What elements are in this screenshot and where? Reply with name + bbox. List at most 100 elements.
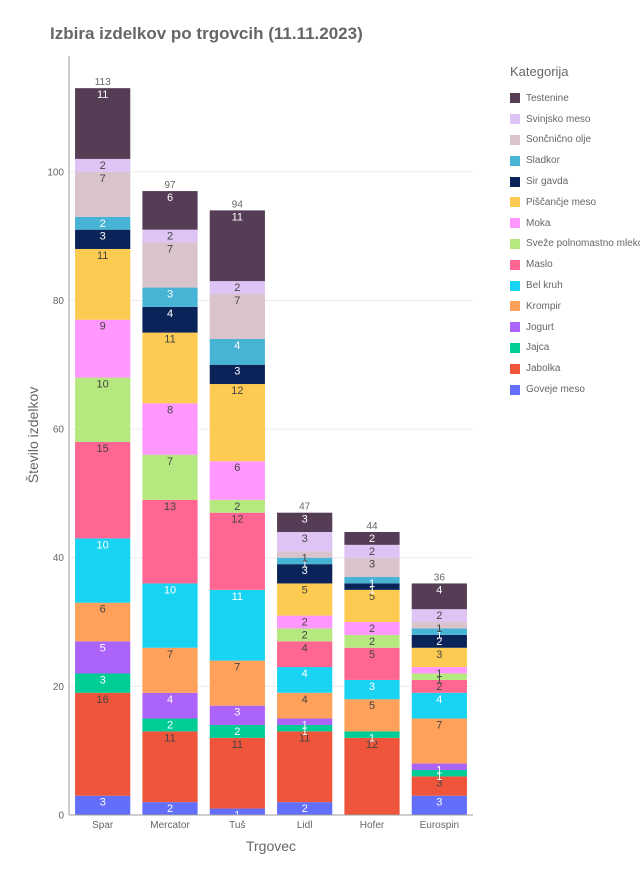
legend-item[interactable]: Moka xyxy=(510,213,640,234)
bar-value-label: 3 xyxy=(436,797,442,809)
legend-item[interactable]: Sončnično olje xyxy=(510,130,640,151)
bar-total-label: 47 xyxy=(299,502,311,513)
segment-labels: 3163561015109113272111132112471013781143… xyxy=(95,77,446,821)
bar-segment xyxy=(344,622,400,635)
legend-swatch xyxy=(510,155,520,166)
legend-item[interactable]: Testenine xyxy=(510,88,640,109)
legend-item[interactable]: Bel kruh xyxy=(510,275,640,296)
gridlines xyxy=(69,171,473,687)
bar-segment xyxy=(209,364,265,385)
legend-item[interactable]: Sveže polnomastno mleko xyxy=(510,234,640,255)
bar-value-label: 11 xyxy=(232,211,243,223)
legend-label: Moka xyxy=(526,217,551,229)
bar-segment xyxy=(277,512,333,532)
bar-value-label: 2 xyxy=(369,623,375,635)
bar-value-label: 1 xyxy=(302,726,308,738)
legend-item[interactable]: Goveje meso xyxy=(510,379,640,400)
bar-value-label: 1 xyxy=(436,668,442,680)
bar-segment xyxy=(142,731,198,803)
bar-value-label: 4 xyxy=(234,340,240,352)
bar-value-label: 3 xyxy=(302,533,308,545)
bar-value-label: 10 xyxy=(97,539,109,551)
legend: Kategorija Testenine Svinjsko meso Sončnič… xyxy=(510,64,640,400)
legend-label: Bel kruh xyxy=(526,280,563,292)
bar-segment xyxy=(142,499,198,584)
bar-value-label: 2 xyxy=(100,218,106,230)
y-tick-label: 20 xyxy=(53,682,65,693)
bar-value-label: 4 xyxy=(167,694,173,706)
legend-swatch xyxy=(510,322,520,333)
legend-item[interactable]: Jogurt xyxy=(510,317,640,338)
y-tick-label: 100 xyxy=(47,167,64,178)
bar-segment xyxy=(277,718,333,725)
bar-segment xyxy=(411,634,467,648)
legend-item[interactable]: Sir gavda xyxy=(510,171,640,192)
legend-label: Maslo xyxy=(526,259,553,271)
bar-segment xyxy=(75,538,131,603)
x-tick-label: Spar xyxy=(92,820,114,831)
bar-value-label: 7 xyxy=(234,295,240,307)
bar-value-label: 7 xyxy=(167,649,173,661)
bar-segment xyxy=(344,589,400,623)
bar-segment xyxy=(75,377,131,442)
legend-item[interactable]: Krompir xyxy=(510,296,640,317)
y-tick-label: 80 xyxy=(53,296,65,307)
bar-value-label: 3 xyxy=(436,777,442,789)
bar-value-label: 1 xyxy=(436,765,442,777)
legend-item[interactable]: Maslo xyxy=(510,254,640,275)
bar-value-label: 5 xyxy=(369,649,375,661)
bar-segment xyxy=(411,609,467,623)
bar-value-label: 4 xyxy=(436,694,442,706)
bar-segment xyxy=(411,776,467,796)
bar-value-label: 15 xyxy=(97,443,109,455)
bar-value-label: 7 xyxy=(436,720,442,732)
bar-value-label: 2 xyxy=(369,636,375,648)
legend-label: Piščančje meso xyxy=(526,196,597,208)
bar-segment xyxy=(75,216,131,230)
legend-title: Kategorija xyxy=(510,64,569,79)
bar-value-label: 5 xyxy=(369,700,375,712)
bar-value-label: 5 xyxy=(302,584,308,596)
bar-segment xyxy=(142,647,198,693)
bar-segment xyxy=(75,158,131,172)
bar-value-label: 7 xyxy=(167,244,173,256)
bar-value-label: 11 xyxy=(164,334,175,346)
legend-item[interactable]: Jabolka xyxy=(510,358,640,379)
x-tick-label: Tuš xyxy=(229,820,245,831)
legend-item[interactable]: Jajca xyxy=(510,338,640,359)
bar-segment xyxy=(411,692,467,719)
bar-value-label: 3 xyxy=(100,231,106,243)
bar-segment xyxy=(142,332,198,404)
bar-segment xyxy=(411,763,467,770)
legend-swatch xyxy=(510,259,520,270)
bar-value-label: 8 xyxy=(167,404,173,416)
bar-segment xyxy=(209,724,265,738)
bar-segment xyxy=(277,583,333,616)
legend-swatch xyxy=(510,218,520,229)
bar-segment xyxy=(142,454,198,500)
bar-value-label: 2 xyxy=(302,803,308,815)
bar-value-label: 4 xyxy=(436,584,442,596)
bar-segment xyxy=(344,647,400,680)
bar-value-label: 2 xyxy=(436,636,442,648)
bar-segment xyxy=(277,692,333,719)
bar-value-label: 4 xyxy=(167,308,173,320)
x-tick-label: Mercator xyxy=(150,820,190,831)
y-tick-label: 60 xyxy=(53,425,65,436)
bar-value-label: 1 xyxy=(369,578,375,590)
bar-segment xyxy=(142,403,198,455)
bar-segment xyxy=(75,229,131,249)
legend-item[interactable]: Piščančje meso xyxy=(510,192,640,213)
legend-item[interactable]: Sladkor xyxy=(510,150,640,171)
bar-value-label: 6 xyxy=(234,462,240,474)
bar-segment xyxy=(411,679,467,693)
legend-swatch xyxy=(510,197,520,208)
bar-segment xyxy=(344,531,400,545)
bar-segment xyxy=(75,171,131,217)
legend-label: Sladkor xyxy=(526,155,560,167)
bar-segment xyxy=(75,441,131,539)
bar-segment xyxy=(344,737,400,815)
bar-value-label: 10 xyxy=(97,379,109,391)
legend-item[interactable]: Svinjsko meso xyxy=(510,109,640,130)
